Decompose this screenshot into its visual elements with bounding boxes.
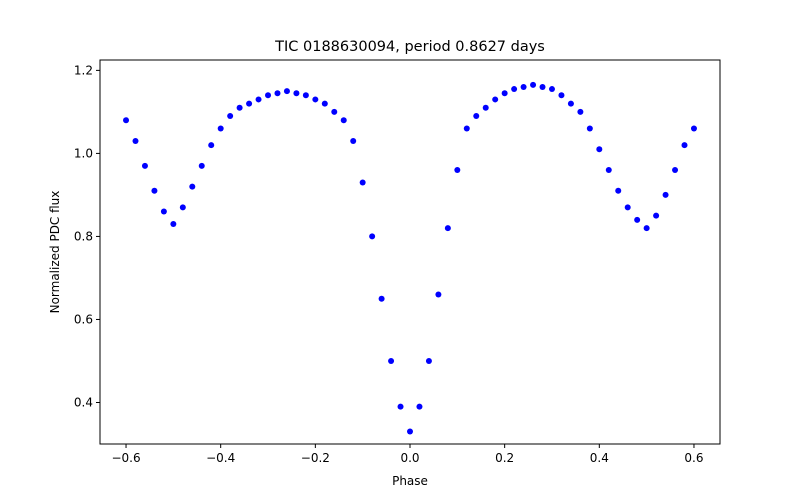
data-point xyxy=(369,233,376,240)
data-point xyxy=(378,295,385,302)
data-point xyxy=(511,86,518,93)
data-point xyxy=(463,125,470,132)
data-point xyxy=(321,100,328,107)
data-point xyxy=(293,90,300,97)
data-point xyxy=(227,113,234,120)
x-tick-label: −0.2 xyxy=(301,451,330,465)
data-point xyxy=(312,96,319,103)
data-point xyxy=(208,142,215,149)
data-point xyxy=(596,146,603,153)
x-axis-ticks: −0.6 −0.4 −0.2 0.0 0.2 0.4 0.6 xyxy=(111,444,704,465)
data-point xyxy=(416,403,423,410)
data-point xyxy=(397,403,404,410)
data-point xyxy=(577,108,584,115)
data-point xyxy=(217,125,224,132)
data-point xyxy=(141,162,148,169)
x-tick-label: −0.4 xyxy=(206,451,235,465)
data-point xyxy=(132,137,139,144)
y-axis-label: Normalized PDC flux xyxy=(48,191,62,314)
data-point xyxy=(558,92,565,99)
data-point xyxy=(359,179,366,186)
data-point xyxy=(123,117,130,124)
data-point xyxy=(151,187,158,194)
data-point xyxy=(236,104,243,111)
data-point xyxy=(435,291,442,298)
data-point xyxy=(425,357,432,364)
y-axis-ticks: 0.4 0.6 0.8 1.0 1.2 xyxy=(74,63,100,409)
data-point xyxy=(615,187,622,194)
data-point xyxy=(350,137,357,144)
data-point xyxy=(681,142,688,149)
x-tick-label: −0.6 xyxy=(111,451,140,465)
data-point xyxy=(586,125,593,132)
y-tick-label: 1.0 xyxy=(74,146,93,160)
y-tick-label: 0.4 xyxy=(74,395,93,409)
x-tick-label: 0.0 xyxy=(400,451,419,465)
y-tick-label: 0.6 xyxy=(74,312,93,326)
data-point xyxy=(265,92,272,99)
data-point xyxy=(283,88,290,95)
data-point xyxy=(482,104,489,111)
data-point xyxy=(302,92,309,99)
data-point xyxy=(454,167,461,174)
data-point xyxy=(624,204,631,211)
x-tick-label: 0.2 xyxy=(495,451,514,465)
x-axis-label: Phase xyxy=(392,474,428,488)
data-points xyxy=(123,81,697,435)
data-point xyxy=(690,125,697,132)
x-tick-label: 0.4 xyxy=(590,451,609,465)
data-point xyxy=(501,90,508,97)
data-point xyxy=(340,117,347,124)
data-point xyxy=(520,83,527,90)
plot-area-frame xyxy=(99,59,721,445)
data-point xyxy=(255,96,262,103)
y-tick-label: 1.2 xyxy=(74,63,93,77)
data-point xyxy=(198,162,205,169)
data-point xyxy=(605,167,612,174)
data-point xyxy=(331,108,338,115)
data-point xyxy=(567,100,574,107)
data-point xyxy=(539,83,546,90)
data-point xyxy=(170,220,177,227)
y-tick-label: 0.8 xyxy=(74,229,93,243)
data-point xyxy=(388,357,395,364)
data-point xyxy=(473,113,480,120)
data-point xyxy=(548,86,555,93)
data-point xyxy=(492,96,499,103)
data-point xyxy=(530,81,537,88)
data-point xyxy=(274,90,281,97)
data-point xyxy=(672,167,679,174)
data-point xyxy=(407,428,413,435)
data-point xyxy=(189,183,196,190)
data-point xyxy=(643,225,650,232)
data-point xyxy=(179,204,186,211)
data-point xyxy=(246,100,253,107)
chart-title: TIC 0188630094, period 0.8627 days xyxy=(274,39,545,55)
data-point xyxy=(653,212,660,219)
data-point xyxy=(634,216,641,223)
x-tick-label: 0.6 xyxy=(684,451,703,465)
data-point xyxy=(444,225,451,232)
data-point xyxy=(160,208,167,215)
data-point xyxy=(662,191,669,198)
